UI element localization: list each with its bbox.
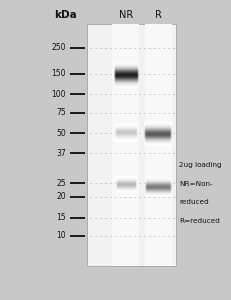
Text: R=reduced: R=reduced — [179, 218, 220, 224]
Bar — [145, 24, 172, 266]
Text: 20: 20 — [56, 192, 66, 201]
Text: 37: 37 — [56, 148, 66, 158]
Text: NR: NR — [119, 10, 133, 20]
Text: 50: 50 — [56, 129, 66, 138]
Text: 150: 150 — [51, 69, 66, 78]
Bar — [87, 24, 176, 266]
Text: 15: 15 — [56, 213, 66, 222]
Text: 2ug loading: 2ug loading — [179, 162, 222, 168]
Text: 10: 10 — [56, 231, 66, 240]
Text: NR=Non-: NR=Non- — [179, 181, 213, 187]
Text: 100: 100 — [51, 90, 66, 99]
Text: R: R — [155, 10, 162, 20]
Text: 250: 250 — [51, 44, 66, 52]
Bar — [112, 24, 139, 266]
Text: 25: 25 — [56, 178, 66, 188]
Text: reduced: reduced — [179, 199, 209, 205]
Text: 75: 75 — [56, 108, 66, 117]
Text: kDa: kDa — [55, 10, 77, 20]
